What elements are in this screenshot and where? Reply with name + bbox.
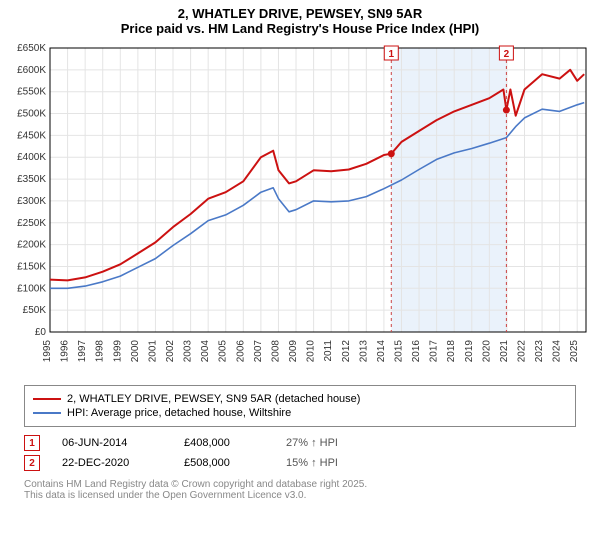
svg-text:2000: 2000 — [130, 340, 141, 363]
svg-text:2012: 2012 — [341, 340, 352, 363]
svg-text:2019: 2019 — [464, 340, 475, 363]
svg-text:1995: 1995 — [42, 340, 53, 363]
svg-text:2025: 2025 — [569, 340, 580, 363]
svg-text:£350K: £350K — [17, 174, 46, 185]
data-point-price: £508,000 — [184, 457, 264, 469]
svg-text:2001: 2001 — [147, 340, 158, 363]
footer-line-2: This data is licensed under the Open Gov… — [24, 490, 576, 501]
svg-text:2020: 2020 — [481, 340, 492, 363]
title-line-1: 2, WHATLEY DRIVE, PEWSEY, SN9 5AR — [4, 6, 596, 21]
line-chart: £0 £50K £100K £150K £200K £250K £300K £350K £400… — [8, 42, 592, 372]
svg-text:£0: £0 — [35, 327, 47, 338]
svg-text:£200K: £200K — [17, 240, 46, 251]
chart-container: 2, WHATLEY DRIVE, PEWSEY, SN9 5AR Price … — [0, 0, 600, 501]
svg-text:£250K: £250K — [17, 218, 46, 229]
svg-text:£500K: £500K — [17, 109, 46, 120]
svg-text:£600K: £600K — [17, 65, 46, 76]
data-point-delta: 27% ↑ HPI — [286, 437, 376, 449]
data-points-table: 1 06-JUN-2014 £408,000 27% ↑ HPI 2 22-DEC-202… — [24, 433, 576, 473]
data-point-date: 22-DEC-2020 — [62, 457, 162, 469]
svg-text:2016: 2016 — [411, 340, 422, 363]
legend-row: 2, WHATLEY DRIVE, PEWSEY, SN9 5AR (detac… — [33, 392, 567, 406]
legend-label: HPI: Average price, detached house, Wilt… — [67, 407, 291, 419]
data-point-delta: 15% ↑ HPI — [286, 457, 376, 469]
svg-text:2005: 2005 — [218, 340, 229, 363]
data-point-marker: 1 — [24, 435, 40, 451]
svg-text:2009: 2009 — [288, 340, 299, 363]
svg-text:2021: 2021 — [499, 340, 510, 363]
legend: 2, WHATLEY DRIVE, PEWSEY, SN9 5AR (detac… — [24, 385, 576, 427]
svg-text:1998: 1998 — [95, 340, 106, 363]
svg-text:2003: 2003 — [183, 340, 194, 363]
svg-text:2006: 2006 — [235, 340, 246, 363]
svg-text:£400K: £400K — [17, 152, 46, 163]
title-line-2: Price paid vs. HM Land Registry's House … — [4, 21, 596, 36]
data-point-row: 2 22-DEC-2020 £508,000 15% ↑ HPI — [24, 453, 576, 473]
svg-text:2010: 2010 — [306, 340, 317, 363]
legend-swatch — [33, 412, 61, 414]
svg-text:2017: 2017 — [429, 340, 440, 363]
svg-text:1997: 1997 — [77, 340, 88, 363]
data-point-row: 1 06-JUN-2014 £408,000 27% ↑ HPI — [24, 433, 576, 453]
legend-label: 2, WHATLEY DRIVE, PEWSEY, SN9 5AR (detac… — [67, 393, 360, 405]
svg-text:1999: 1999 — [112, 340, 123, 363]
legend-row: HPI: Average price, detached house, Wilt… — [33, 406, 567, 420]
svg-text:£50K: £50K — [23, 305, 47, 316]
svg-text:2011: 2011 — [323, 340, 334, 362]
plot-area: £0 £50K £100K £150K £200K £250K £300K £350K £400… — [8, 42, 592, 377]
svg-text:£550K: £550K — [17, 87, 46, 98]
svg-text:2013: 2013 — [358, 340, 369, 363]
data-point-date: 06-JUN-2014 — [62, 437, 162, 449]
svg-text:2023: 2023 — [534, 340, 545, 363]
svg-text:1: 1 — [389, 49, 395, 60]
title-block: 2, WHATLEY DRIVE, PEWSEY, SN9 5AR Price … — [0, 0, 600, 38]
svg-text:£100K: £100K — [17, 283, 46, 294]
svg-text:£450K: £450K — [17, 130, 46, 141]
footer: Contains HM Land Registry data © Crown c… — [24, 479, 576, 501]
svg-text:2002: 2002 — [165, 340, 176, 363]
svg-text:2015: 2015 — [393, 340, 404, 363]
svg-text:2024: 2024 — [552, 340, 563, 363]
svg-text:2018: 2018 — [446, 340, 457, 363]
legend-swatch — [33, 398, 61, 400]
svg-text:1996: 1996 — [60, 340, 71, 363]
svg-text:2008: 2008 — [270, 340, 281, 363]
svg-text:2004: 2004 — [200, 340, 211, 363]
svg-text:2007: 2007 — [253, 340, 264, 363]
svg-text:£300K: £300K — [17, 196, 46, 207]
svg-text:2014: 2014 — [376, 340, 387, 363]
footer-line-1: Contains HM Land Registry data © Crown c… — [24, 479, 576, 490]
svg-text:£150K: £150K — [17, 261, 46, 272]
svg-text:£650K: £650K — [17, 43, 46, 54]
svg-text:2: 2 — [504, 49, 510, 60]
data-point-marker: 2 — [24, 455, 40, 471]
svg-text:2022: 2022 — [516, 340, 527, 363]
data-point-price: £408,000 — [184, 437, 264, 449]
